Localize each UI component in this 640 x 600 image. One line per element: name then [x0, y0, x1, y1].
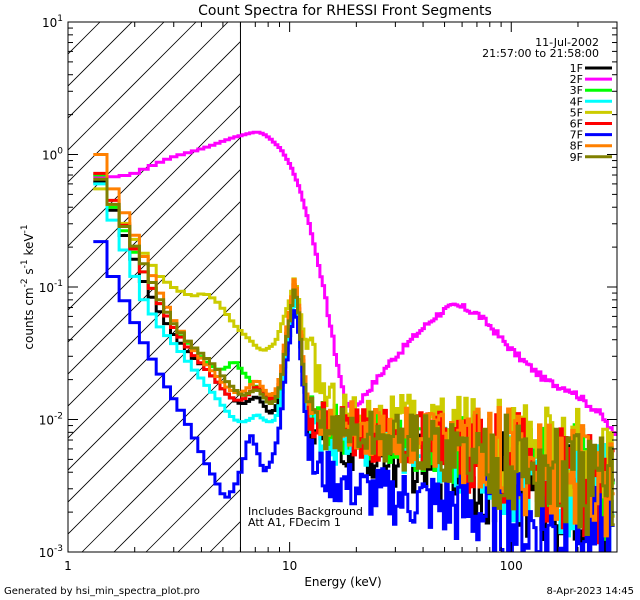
- y-axis-label: counts cm-2 s-1 keV-1: [20, 224, 36, 349]
- hatch-line: [81, 392, 241, 552]
- legend-label-2F: 2F: [570, 73, 583, 86]
- series-2F-line: [93, 130, 617, 436]
- hatch-line: [68, 360, 241, 535]
- series-9F-line: [93, 177, 615, 536]
- x-tick-label: 100: [500, 559, 523, 573]
- hatch-line: [68, 168, 241, 343]
- annotation-attenuator: Att A1, FDecim 1: [248, 516, 341, 529]
- hatch-line: [68, 104, 241, 279]
- hatch-line: [68, 22, 197, 151]
- hatch-line: [68, 232, 241, 407]
- legend-label-9F: 9F: [570, 151, 583, 164]
- y-axis-label-exp2: -1: [20, 259, 30, 268]
- y-axis-label-mid2: keV: [22, 233, 36, 260]
- legend-label-3F: 3F: [570, 84, 583, 97]
- x-tick-label: 10: [282, 559, 297, 573]
- y-tick-label: 10-2: [39, 412, 63, 428]
- legend-label-4F: 4F: [570, 95, 583, 108]
- hatch-line: [68, 328, 241, 503]
- y-axis-label-exp1: -2: [20, 278, 30, 287]
- annotation-background: Includes Background: [248, 505, 363, 518]
- legend-label-1F: 1F: [570, 62, 583, 75]
- x-axis-ticks: 1 10 100: [64, 22, 618, 573]
- y-axis-ticks: 10-3 10-2 10-1 100 101: [39, 14, 617, 560]
- series-7F-line: [93, 240, 615, 552]
- y-axis-label-mid: s: [22, 268, 36, 278]
- hatch-line: [68, 136, 241, 311]
- hatch-line: [68, 296, 241, 471]
- hatch-line: [68, 40, 241, 215]
- date-label: 11-Jul-2002: [535, 36, 599, 49]
- y-tick-label: 100: [42, 147, 63, 163]
- y-tick-label: 101: [42, 14, 63, 30]
- y-tick-label: 10-3: [39, 544, 63, 560]
- legend-label-7F: 7F: [570, 129, 583, 142]
- hatch-line: [68, 22, 229, 183]
- legend-label-6F: 6F: [570, 118, 583, 131]
- series-layer: [93, 130, 617, 552]
- footer-generated-by: Generated by hsi_min_spectra_plot.pro: [4, 586, 200, 597]
- time-range-label: 21:57:00 to 21:58:00: [482, 47, 599, 60]
- x-tick-label: 1: [64, 559, 72, 573]
- hatch-line: [145, 456, 241, 552]
- hatch-line: [68, 22, 165, 119]
- legend-label-5F: 5F: [570, 106, 583, 119]
- footer-timestamp: 8-Apr-2023 14:45: [547, 586, 634, 597]
- x-axis-label: Energy (keV): [304, 575, 381, 589]
- y-axis-label-base: counts cm: [22, 287, 36, 349]
- y-axis-label-exp3: -1: [20, 224, 30, 233]
- chart-title: Count Spectra for RHESSI Front Segments: [198, 3, 492, 19]
- hatch-line: [68, 72, 241, 247]
- attenuator-hatch-region: [68, 22, 241, 552]
- hatch-line: [68, 264, 241, 439]
- legend-label-8F: 8F: [570, 140, 583, 153]
- y-tick-label: 10-1: [39, 279, 63, 295]
